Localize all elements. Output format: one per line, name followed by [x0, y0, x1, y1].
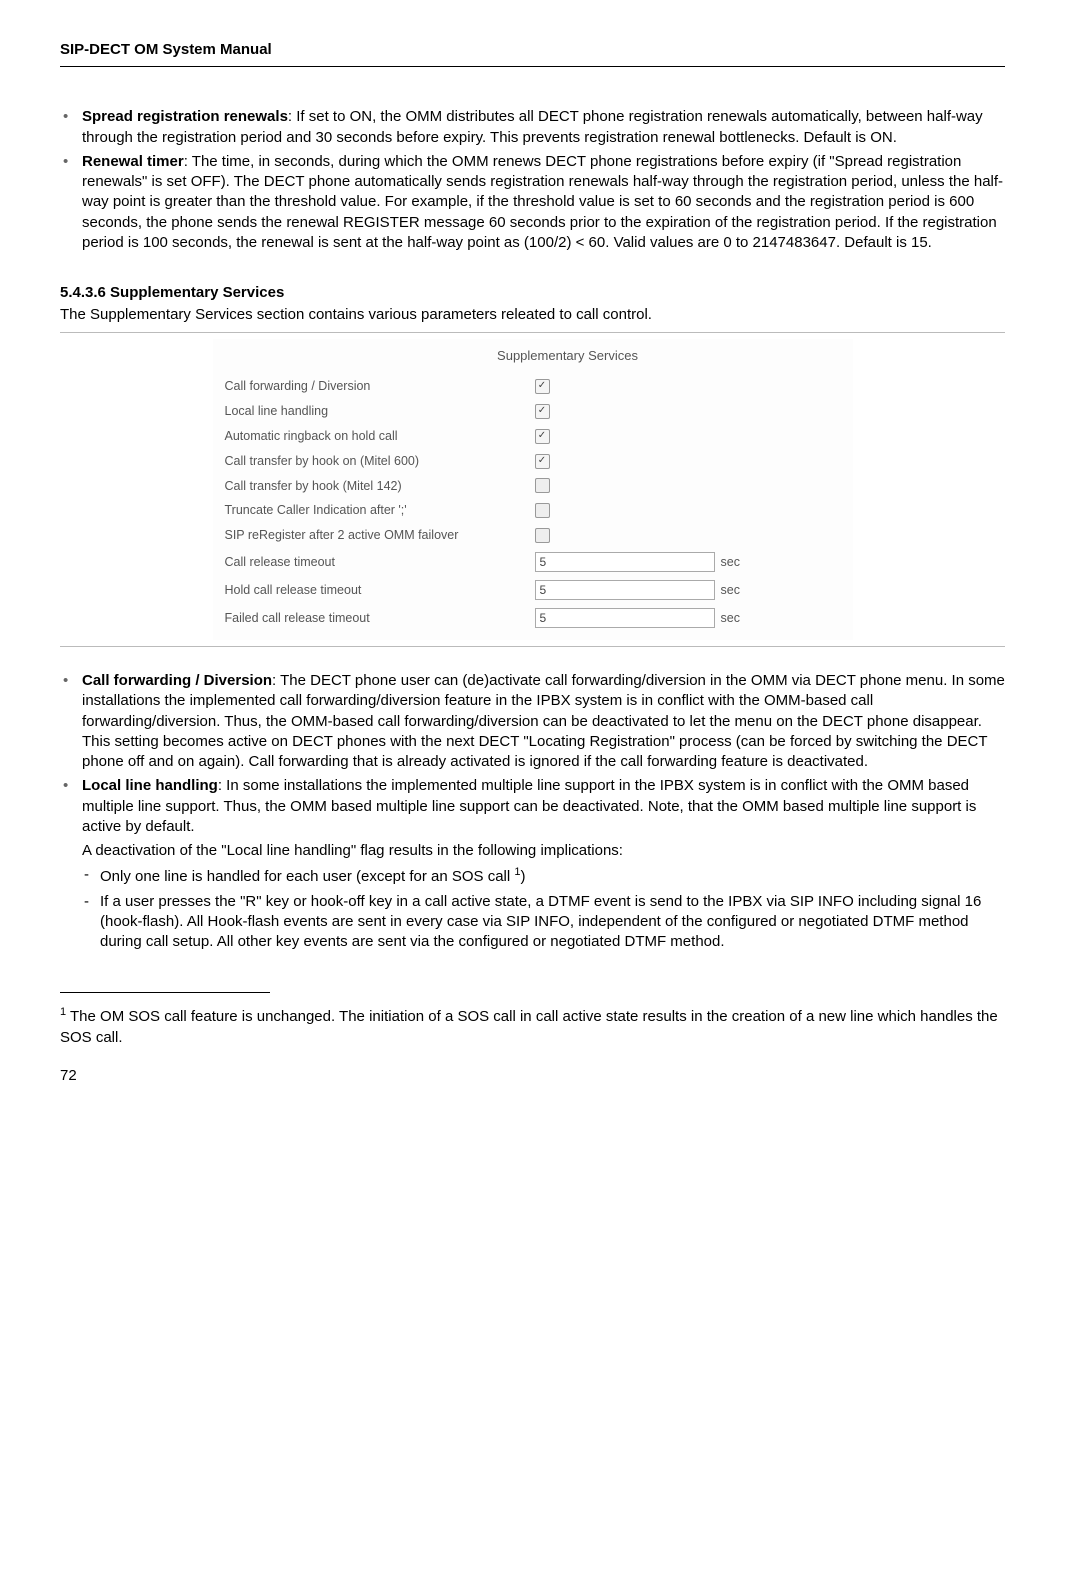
form-row: Call transfer by hook on (Mitel 600)✓: [213, 449, 853, 474]
supplementary-services-form: Supplementary Services Call forwarding /…: [213, 339, 853, 641]
form-heading: Supplementary Services: [213, 343, 853, 375]
form-row: Local line handling✓: [213, 399, 853, 424]
form-label: Hold call release timeout: [213, 582, 535, 599]
checkbox[interactable]: ✓: [535, 454, 550, 469]
form-control: ✓: [535, 429, 550, 444]
form-label: Call forwarding / Diversion: [213, 378, 535, 395]
form-row: Call forwarding / Diversion✓: [213, 374, 853, 399]
form-row: Hold call release timeout5 sec: [213, 576, 853, 604]
footnote-rule: [60, 992, 270, 993]
form-control: 5 sec: [535, 608, 740, 628]
list-item: If a user presses the "R" key or hook-of…: [82, 892, 1005, 953]
form-row: Failed call release timeout5 sec: [213, 604, 853, 632]
list-item: Only one line is handled for each user (…: [82, 865, 1005, 887]
checkbox[interactable]: ✓: [535, 429, 550, 444]
form-row: Truncate Caller Indication after ';': [213, 498, 853, 523]
checkbox[interactable]: ✓: [535, 379, 550, 394]
list-item: Local line handling: In some installatio…: [60, 776, 1005, 952]
form-row: Automatic ringback on hold call✓: [213, 424, 853, 449]
unit-label: sec: [721, 610, 740, 627]
form-control: ✓: [535, 454, 550, 469]
form-control: 5 sec: [535, 552, 740, 572]
form-control: [535, 478, 550, 493]
checkbox[interactable]: [535, 478, 550, 493]
dash-text-pre: Only one line is handled for each user (…: [100, 868, 514, 885]
text-input[interactable]: 5: [535, 608, 715, 628]
sub-paragraph: A deactivation of the "Local line handli…: [82, 841, 1005, 861]
footnote-text: The OM SOS call feature is unchanged. Th…: [60, 1008, 998, 1045]
unit-label: sec: [721, 554, 740, 571]
form-control: [535, 528, 550, 543]
dash-text-post: ): [521, 868, 526, 885]
form-label: Call release timeout: [213, 554, 535, 571]
list-item: Spread registration renewals: If set to …: [60, 107, 1005, 148]
form-control: [535, 503, 550, 518]
form-label: Automatic ringback on hold call: [213, 428, 535, 445]
form-label: Truncate Caller Indication after ';': [213, 502, 535, 519]
checkbox[interactable]: [535, 528, 550, 543]
dash-list: Only one line is handled for each user (…: [82, 865, 1005, 952]
form-row: Call transfer by hook (Mitel 142): [213, 474, 853, 499]
top-bullet-list: Spread registration renewals: If set to …: [60, 107, 1005, 253]
bullet-lead: Local line handling: [82, 777, 218, 794]
list-item: Renewal timer: The time, in seconds, dur…: [60, 152, 1005, 253]
form-row: Call release timeout5 sec: [213, 548, 853, 576]
bullet-lead: Call forwarding / Diversion: [82, 672, 272, 689]
footnote: 1 The OM SOS call feature is unchanged. …: [60, 1005, 1005, 1048]
form-control: ✓: [535, 379, 550, 394]
form-label: Local line handling: [213, 403, 535, 420]
form-label: Call transfer by hook on (Mitel 600): [213, 453, 535, 470]
form-row: SIP reRegister after 2 active OMM failov…: [213, 523, 853, 548]
form-label: SIP reRegister after 2 active OMM failov…: [213, 527, 535, 544]
unit-label: sec: [721, 582, 740, 599]
form-label: Call transfer by hook (Mitel 142): [213, 478, 535, 495]
screenshot-wrapper: Supplementary Services Call forwarding /…: [60, 332, 1005, 648]
checkbox[interactable]: ✓: [535, 404, 550, 419]
section-heading: 5.4.3.6 Supplementary Services: [60, 283, 1005, 303]
bullet-lead: Renewal timer: [82, 153, 184, 170]
section-title: Supplementary Services: [110, 284, 284, 301]
list-item: Call forwarding / Diversion: The DECT ph…: [60, 671, 1005, 772]
bullet-rest: : The time, in seconds, during which the…: [82, 153, 1003, 251]
page-header-title: SIP-DECT OM System Manual: [60, 40, 1005, 60]
text-input[interactable]: 5: [535, 552, 715, 572]
header-rule: [60, 66, 1005, 67]
form-control: ✓: [535, 404, 550, 419]
bottom-bullet-list: Call forwarding / Diversion: The DECT ph…: [60, 671, 1005, 952]
text-input[interactable]: 5: [535, 580, 715, 600]
section-number: 5.4.3.6: [60, 284, 106, 301]
form-control: 5 sec: [535, 580, 740, 600]
bullet-lead: Spread registration renewals: [82, 108, 288, 125]
page-number: 72: [60, 1066, 1005, 1086]
checkbox[interactable]: [535, 503, 550, 518]
section-intro: The Supplementary Services section conta…: [60, 305, 1005, 325]
form-label: Failed call release timeout: [213, 610, 535, 627]
